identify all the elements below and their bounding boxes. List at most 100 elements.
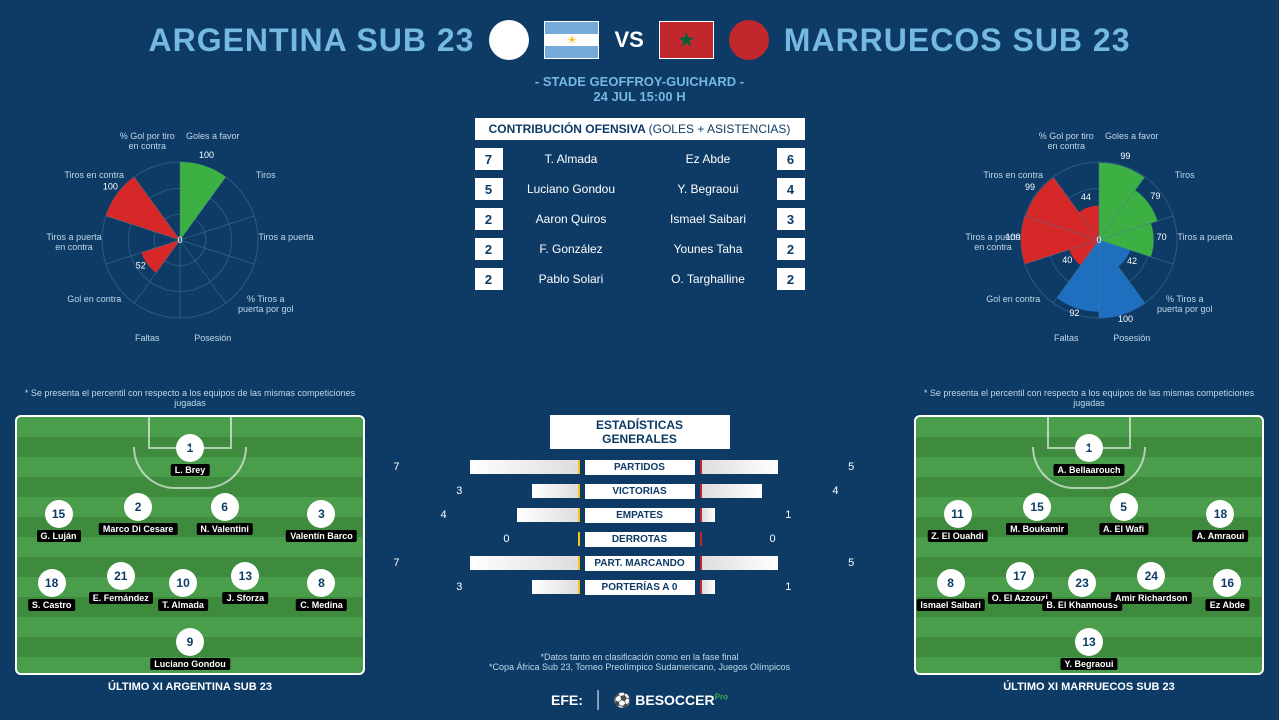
- player-name-label: Y. Begraoui: [1060, 658, 1117, 670]
- contribution-row: 5 Luciano Gondou Y. Begraoui 4: [475, 178, 805, 200]
- radar-axis-label: Tiros a puerta: [1175, 232, 1235, 242]
- contrib-value-right: 6: [777, 148, 805, 170]
- stats-value-right: 1: [785, 509, 791, 521]
- stats-label: PORTERÍAS A 0: [585, 580, 695, 595]
- contrib-player-right: Ez Abde: [640, 152, 777, 166]
- player-marker: 13Y. Begraoui: [1075, 628, 1103, 656]
- team1-name: ARGENTINA SUB 23: [148, 22, 474, 59]
- svg-text:70: 70: [1157, 232, 1167, 242]
- radar-axis-label: Faltas: [117, 333, 177, 343]
- player-marker: 5A. El Wafi: [1110, 493, 1138, 521]
- stats-value-right: 4: [832, 485, 838, 497]
- contrib-value-left: 2: [475, 238, 503, 260]
- stats-header: ESTADÍSTICAS GENERALES: [550, 415, 730, 449]
- svg-text:0: 0: [177, 235, 182, 245]
- player-name-label: Valentín Barco: [286, 530, 357, 542]
- stats-label: PARTIDOS: [585, 460, 695, 475]
- contrib-player-left: Luciano Gondou: [503, 182, 640, 196]
- contrib-player-left: Pablo Solari: [503, 272, 640, 286]
- player-marker: 8C. Medina: [307, 569, 335, 597]
- stats-bar-left: [517, 508, 580, 522]
- player-marker: 17O. El Azzouzi: [1006, 562, 1034, 590]
- contrib-player-right: Y. Begraoui: [640, 182, 777, 196]
- player-marker: 23B. El Khannouss: [1068, 569, 1096, 597]
- player-marker: 21E. Fernández: [107, 562, 135, 590]
- venue-info: - STADE GEOFFROY-GUICHARD - 24 JUL 15:00…: [535, 74, 744, 104]
- team2-name: MARRUECOS SUB 23: [784, 22, 1131, 59]
- contrib-player-left: Aaron Quiros: [503, 212, 640, 226]
- radar-axis-label: % Gol por tiro en contra: [117, 131, 177, 151]
- stats-bar-left: [532, 580, 579, 594]
- efe-logo: EFE:: [551, 692, 583, 708]
- svg-text:100: 100: [199, 150, 214, 160]
- stats-bar-right: [700, 508, 716, 522]
- svg-text:40: 40: [1062, 255, 1072, 265]
- player-name-label: M. Boukamir: [1006, 523, 1068, 535]
- contrib-value-left: 2: [475, 268, 503, 290]
- percentile-note-right: * Se presenta el percentil con respecto …: [919, 388, 1259, 408]
- team2-crest-icon: [729, 20, 769, 60]
- stats-value-left: 3: [456, 485, 462, 497]
- contrib-value-right: 3: [777, 208, 805, 230]
- svg-text:100: 100: [1118, 314, 1133, 324]
- contrib-player-right: Younes Taha: [640, 242, 777, 256]
- contribution-row: 2 Aaron Quiros Ismael Saibari 3: [475, 208, 805, 230]
- player-name-label: L. Brey: [171, 464, 210, 476]
- contrib-value-left: 5: [475, 178, 503, 200]
- player-name-label: E. Fernández: [89, 592, 153, 604]
- argentina-flag-icon: [544, 21, 599, 59]
- stats-value-left: 0: [503, 533, 509, 545]
- percentile-note-left: * Se presenta el percentil con respecto …: [20, 388, 360, 408]
- contribution-row: 2 Pablo Solari O. Targhalline 2: [475, 268, 805, 290]
- pitch-title-team2: ÚLTIMO XI MARRUECOS SUB 23: [1003, 681, 1175, 693]
- contrib-value-left: 2: [475, 208, 503, 230]
- svg-text:99: 99: [1025, 182, 1035, 192]
- radar-axis-label: Tiros a puerta en contra: [44, 232, 104, 252]
- vs-label: VS: [614, 27, 643, 53]
- player-name-label: J. Sforza: [223, 592, 269, 604]
- stats-label: DERROTAS: [585, 532, 695, 547]
- player-name-label: Marco Di Cesare: [99, 523, 178, 535]
- contrib-value-right: 4: [777, 178, 805, 200]
- stats-value-left: 4: [441, 509, 447, 521]
- player-name-label: Luciano Gondou: [150, 658, 230, 670]
- pitch-team1: 1L. Brey15G. Luján2Marco Di Cesare6N. Va…: [15, 415, 365, 675]
- player-marker: 6N. Valentini: [211, 493, 239, 521]
- stats-row: 7 PARTIDOS 5: [460, 455, 820, 479]
- player-name-label: C. Medina: [296, 599, 347, 611]
- radar-axis-label: Posesión: [183, 333, 243, 343]
- radar-chart-team1: 100521000 Goles a favorTirosTiros a puer…: [40, 100, 320, 380]
- svg-text:99: 99: [1120, 151, 1130, 161]
- stats-value-right: 5: [848, 557, 854, 569]
- svg-text:0: 0: [1096, 235, 1101, 245]
- player-marker: 15G. Luján: [45, 500, 73, 528]
- contribution-header: CONTRIBUCIÓN OFENSIVA (GOLES + ASISTENCI…: [475, 118, 805, 140]
- stats-bar-right: [700, 460, 779, 474]
- stats-bar-right: [700, 556, 779, 570]
- contribution-row: 7 T. Almada Ez Abde 6: [475, 148, 805, 170]
- footer-logos: EFE: ⚽ BESOCCERPro: [551, 690, 728, 710]
- player-marker: 2Marco Di Cesare: [124, 493, 152, 521]
- player-name-label: N. Valentini: [196, 523, 253, 535]
- radar-axis-label: Tiros: [1155, 170, 1215, 180]
- player-name-label: Ez Abde: [1206, 599, 1249, 611]
- venue-name: - STADE GEOFFROY-GUICHARD -: [535, 74, 744, 89]
- radar-axis-label: % Tiros a puerta por gol: [1155, 294, 1215, 314]
- stats-value-left: 7: [393, 557, 399, 569]
- radar-axis-label: Posesión: [1102, 333, 1162, 343]
- footer-notes: *Datos tanto en clasificación como en la…: [489, 652, 790, 672]
- player-name-label: B. El Khannouss: [1042, 599, 1122, 611]
- player-marker: 18S. Castro: [38, 569, 66, 597]
- player-name-label: A. Bellaarouch: [1053, 464, 1124, 476]
- contrib-player-right: O. Targhalline: [640, 272, 777, 286]
- stats-row: 3 VICTORIAS 4: [460, 479, 820, 503]
- pitch-team2: 1A. Bellaarouch11Z. El Ouahdi15M. Boukam…: [914, 415, 1264, 675]
- stats-label: PART. MARCANDO: [585, 556, 695, 571]
- radar-axis-label: Tiros: [236, 170, 296, 180]
- player-marker: 1A. Bellaarouch: [1075, 434, 1103, 462]
- svg-text:44: 44: [1081, 192, 1091, 202]
- stats-row: 3 PORTERÍAS A 0 1: [460, 575, 820, 599]
- morocco-flag-icon: [659, 21, 714, 59]
- stats-value-right: 1: [785, 581, 791, 593]
- besoccer-logo: ⚽ BESOCCERPro: [614, 692, 728, 709]
